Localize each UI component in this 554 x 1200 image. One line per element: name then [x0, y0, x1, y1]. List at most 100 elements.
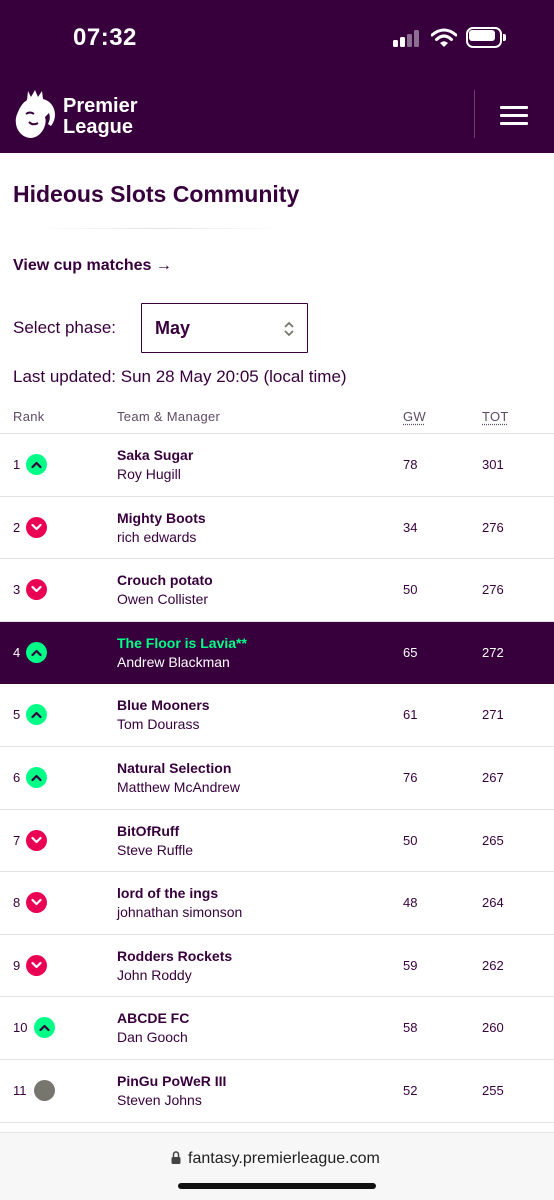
site-header: Premier League [0, 76, 554, 153]
rank-number: 6 [13, 769, 21, 785]
status-bar: 07:32 [0, 0, 554, 76]
team-name-link[interactable]: The Floor is Lavia** [117, 634, 247, 651]
table-row[interactable]: 8 lord of the ings johnathan simonson 48 264 [0, 872, 554, 935]
wifi-icon [431, 28, 457, 47]
gameweek-points: 76 [403, 769, 418, 785]
rank-down-icon [26, 579, 47, 601]
table-row[interactable]: 1 Saka Sugar Roy Hugill 78 301 [0, 434, 554, 497]
total-points: 265 [482, 832, 504, 848]
manager-name: johnathan simonson [117, 904, 243, 921]
phase-selected-value: May [155, 318, 191, 338]
team-name-link[interactable]: lord of the ings [117, 885, 219, 902]
rank-down-icon [26, 516, 47, 538]
manager-name: Dan Gooch [117, 1029, 188, 1046]
premier-league-lion-icon[interactable] [14, 88, 58, 140]
rank-number: 4 [13, 644, 21, 660]
team-name-link[interactable]: PinGu PoWeR III [117, 1072, 227, 1089]
manager-name: Owen Collister [117, 591, 209, 608]
team-name-link[interactable]: BitOfRuff [117, 822, 180, 839]
rank-number: 11 [13, 1082, 27, 1098]
rank-number: 1 [13, 457, 21, 472]
phase-select[interactable]: May [141, 303, 308, 353]
gameweek-points: 58 [403, 1020, 418, 1036]
gameweek-points: 52 [403, 1082, 418, 1098]
phase-label: Select phase: [13, 318, 117, 337]
status-time: 07:32 [73, 24, 137, 51]
gameweek-points: 48 [403, 895, 418, 911]
total-points: 262 [482, 957, 504, 973]
team-name-link[interactable]: Crouch potato [117, 572, 213, 589]
gameweek-points: 65 [403, 644, 418, 660]
total-points: 276 [482, 519, 504, 535]
table-row[interactable]: 2 Mighty Boots rich edwards 34 276 [0, 497, 554, 560]
select-arrows-icon [284, 321, 294, 337]
rank-column-header: Rank [13, 409, 45, 424]
total-points: 301 [482, 457, 504, 472]
table-row[interactable]: 5 Blue Mooners Tom Dourass 61 271 [0, 684, 554, 747]
logo-wordmark[interactable]: Premier League [63, 95, 138, 138]
manager-name: rich edwards [117, 528, 197, 545]
rank-same-icon [34, 1079, 55, 1101]
rank-number: 9 [13, 957, 21, 973]
manager-name: Tom Dourass [117, 716, 200, 733]
lock-icon [171, 1151, 181, 1164]
table-row[interactable]: 6 Natural Selection Matthew McAndrew 76 267 [0, 747, 554, 810]
rank-down-icon [26, 892, 47, 914]
rank-up-icon [34, 1017, 55, 1039]
last-updated-text: Last updated: Sun 28 May 20:05 (local ti… [13, 367, 347, 386]
tot-column-header: TOT [482, 409, 509, 424]
table-row[interactable]: 3 Crouch potato Owen Collister 50 276 [0, 559, 554, 622]
header-divider [474, 90, 475, 138]
total-points: 260 [482, 1020, 504, 1036]
manager-name: John Roddy [117, 966, 192, 983]
rank-up-icon [26, 641, 47, 663]
total-points: 276 [482, 582, 504, 598]
total-points: 255 [482, 1082, 504, 1098]
team-name-link[interactable]: Saka Sugar [117, 447, 194, 463]
manager-name: Steve Ruffle [117, 841, 194, 858]
home-indicator[interactable] [178, 1183, 376, 1189]
gw-column-header: GW [403, 409, 426, 424]
team-name-link[interactable]: Rodders Rockets [117, 947, 233, 964]
cellular-signal-icon [393, 30, 421, 47]
gameweek-points: 50 [403, 832, 418, 848]
rank-number: 5 [13, 707, 21, 723]
gameweek-points: 78 [403, 457, 418, 472]
browser-url-bar[interactable]: fantasy.premierleague.com [0, 1132, 554, 1200]
gameweek-points: 59 [403, 957, 418, 973]
battery-icon [466, 27, 506, 48]
standings-table-body: 1 Saka Sugar Roy Hugill 78 301 2 Mighty Boots r… [0, 434, 554, 1123]
team-name-link[interactable]: Blue Mooners [117, 697, 210, 714]
total-points: 267 [482, 769, 504, 785]
url-text[interactable]: fantasy.premierleague.com [188, 1150, 380, 1167]
rank-number: 10 [13, 1020, 28, 1036]
rank-down-icon [26, 954, 47, 976]
manager-name: Steven Johns [117, 1091, 202, 1108]
team-name-link[interactable]: Mighty Boots [117, 509, 206, 526]
rank-number: 7 [13, 832, 21, 848]
rank-number: 3 [13, 582, 21, 598]
total-points: 271 [482, 707, 504, 723]
manager-name: Andrew Blackman [117, 653, 230, 670]
manager-name: Roy Hugill [117, 466, 181, 482]
manager-name: Matthew McAndrew [117, 778, 240, 795]
team-column-header: Team & Manager [117, 409, 221, 424]
gameweek-points: 34 [403, 519, 418, 535]
rank-up-icon [26, 454, 47, 475]
total-points: 264 [482, 895, 504, 911]
table-row-my-team[interactable]: 4 The Floor is Lavia** Andrew Blackman 65 27… [0, 621, 554, 685]
table-row[interactable]: 10 ABCDE FC Dan Gooch 58 260 [0, 997, 554, 1060]
title-divider [40, 228, 280, 229]
view-cup-matches-link[interactable]: View cup matches → [13, 257, 172, 274]
hamburger-menu-button[interactable] [498, 106, 530, 126]
total-points: 272 [482, 644, 504, 660]
rank-up-icon [26, 766, 47, 788]
page-title: Hideous Slots Community [13, 181, 300, 207]
table-row[interactable]: 11 PinGu PoWeR III Steven Johns 52 255 [0, 1060, 554, 1123]
team-name-link[interactable]: Natural Selection [117, 759, 232, 776]
gameweek-points: 50 [403, 582, 418, 598]
table-row[interactable]: 7 BitOfRuff Steve Ruffle 50 265 [0, 810, 554, 873]
gameweek-points: 61 [403, 707, 418, 723]
table-row[interactable]: 9 Rodders Rockets John Roddy 59 262 [0, 935, 554, 998]
team-name-link[interactable]: ABCDE FC [117, 1010, 190, 1027]
